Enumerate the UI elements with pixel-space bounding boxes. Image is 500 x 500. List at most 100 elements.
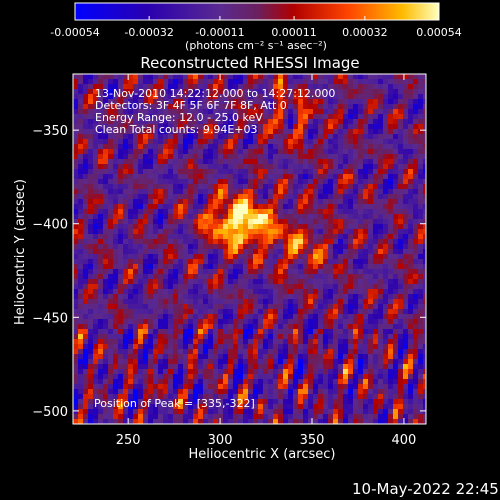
heatmap-cell xyxy=(333,274,338,279)
heatmap-cell xyxy=(228,394,233,399)
heatmap-cell xyxy=(413,344,418,349)
heatmap-cell xyxy=(128,219,133,224)
heatmap-cell xyxy=(248,384,253,389)
heatmap-cell xyxy=(83,114,88,119)
heatmap-cell xyxy=(288,284,293,289)
heatmap-cell xyxy=(278,199,283,204)
heatmap-cell xyxy=(358,349,363,354)
heatmap-cell xyxy=(183,284,188,289)
heatmap-cell xyxy=(208,359,213,364)
heatmap-cell xyxy=(108,139,113,144)
heatmap-cell xyxy=(208,259,213,264)
heatmap-cell xyxy=(318,184,323,189)
heatmap-cell xyxy=(318,204,323,209)
heatmap-cell xyxy=(393,244,398,249)
heatmap-cell xyxy=(93,359,98,364)
heatmap-cell xyxy=(313,244,318,249)
heatmap-cell xyxy=(208,309,213,314)
heatmap-cell xyxy=(338,159,343,164)
heatmap-cell xyxy=(263,324,268,329)
heatmap-cell xyxy=(403,214,408,219)
heatmap-cell xyxy=(93,169,98,174)
heatmap-cell xyxy=(248,99,253,104)
heatmap-cell xyxy=(93,139,98,144)
heatmap-cell xyxy=(78,159,83,164)
heatmap-cell xyxy=(203,329,208,334)
heatmap-cell xyxy=(98,119,103,124)
heatmap-cell xyxy=(178,354,183,359)
heatmap-cell xyxy=(328,194,333,199)
heatmap-cell xyxy=(268,229,273,234)
heatmap-cell xyxy=(78,124,83,129)
heatmap-cell xyxy=(208,84,213,89)
heatmap-cell xyxy=(228,124,233,129)
heatmap-cell xyxy=(308,269,313,274)
heatmap-cell xyxy=(213,194,218,199)
heatmap-cell xyxy=(393,319,398,324)
heatmap-cell xyxy=(263,289,268,294)
heatmap-cell xyxy=(273,89,278,94)
heatmap-cell xyxy=(88,289,93,294)
heatmap-cell xyxy=(278,194,283,199)
heatmap-cell xyxy=(378,209,383,214)
heatmap-cell xyxy=(193,174,198,179)
heatmap-cell xyxy=(98,249,103,254)
heatmap-cell xyxy=(173,294,178,299)
heatmap-cell xyxy=(88,144,93,149)
heatmap-cell xyxy=(78,229,83,234)
heatmap-cell xyxy=(403,204,408,209)
heatmap-cell xyxy=(243,159,248,164)
heatmap-cell xyxy=(208,409,213,414)
heatmap-cell xyxy=(113,219,118,224)
heatmap-cell xyxy=(373,99,378,104)
heatmap-cell xyxy=(103,324,108,329)
heatmap-cell xyxy=(258,329,263,334)
heatmap-cell xyxy=(168,239,173,244)
heatmap-cell xyxy=(148,304,153,309)
heatmap-cell xyxy=(358,394,363,399)
heatmap-cell xyxy=(318,264,323,269)
heatmap-cell xyxy=(143,304,148,309)
heatmap-cell xyxy=(333,89,338,94)
heatmap-cell xyxy=(418,174,423,179)
heatmap-cell xyxy=(313,299,318,304)
heatmap-cell xyxy=(368,154,373,159)
heatmap-cell xyxy=(308,104,313,109)
heatmap-cell xyxy=(288,309,293,314)
heatmap-cell xyxy=(413,224,418,229)
heatmap-cell xyxy=(403,414,408,419)
heatmap-cell xyxy=(313,94,318,99)
heatmap-cell xyxy=(353,419,358,424)
heatmap-cell xyxy=(183,84,188,89)
heatmap-cell xyxy=(288,394,293,399)
heatmap-cell xyxy=(93,419,98,424)
heatmap-cell xyxy=(308,74,313,79)
heatmap-cell xyxy=(298,89,303,94)
heatmap-cell xyxy=(218,124,223,129)
heatmap-cell xyxy=(248,374,253,379)
heatmap-cell xyxy=(83,259,88,264)
heatmap-cell xyxy=(228,364,233,369)
heatmap-cell xyxy=(243,114,248,119)
heatmap-cell xyxy=(143,374,148,379)
heatmap-cell xyxy=(108,229,113,234)
heatmap-cell xyxy=(368,339,373,344)
heatmap-cell xyxy=(233,204,238,209)
heatmap-cell xyxy=(338,354,343,359)
heatmap-cell xyxy=(143,129,148,134)
heatmap-cell xyxy=(398,404,403,409)
heatmap-cell xyxy=(143,364,148,369)
heatmap-cell xyxy=(228,199,233,204)
heatmap-cell xyxy=(423,264,426,269)
heatmap-cell xyxy=(193,349,198,354)
heatmap-cell xyxy=(178,359,183,364)
heatmap-cell xyxy=(293,149,298,154)
heatmap-cell xyxy=(423,269,426,274)
heatmap-cell xyxy=(118,179,123,184)
heatmap-cell xyxy=(313,74,318,79)
heatmap-cell xyxy=(248,109,253,114)
heatmap-cell xyxy=(203,404,208,409)
heatmap-cell xyxy=(378,174,383,179)
heatmap-cell xyxy=(138,249,143,254)
heatmap-cell xyxy=(98,404,103,409)
